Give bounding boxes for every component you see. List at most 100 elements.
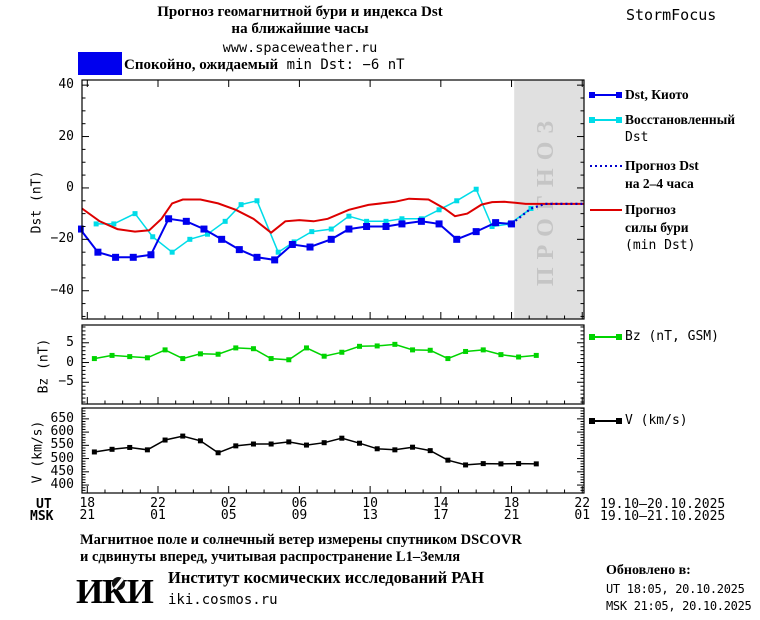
title-block: Прогноз геомагнитной бури и индекса Dst …	[40, 4, 560, 56]
msk-tick-label: 01	[574, 508, 591, 523]
data-point	[364, 218, 370, 224]
data-point	[321, 353, 327, 359]
data-point	[398, 220, 406, 228]
data-point	[357, 440, 363, 446]
date-range-msk: 19.10–21.10.2025	[600, 509, 726, 524]
ut-tick-label: 02	[220, 496, 237, 511]
ut-tick-label: 10	[362, 496, 378, 511]
legend-label: V (km/s)	[625, 413, 688, 428]
data-point	[392, 447, 398, 453]
ut-row-label: UT	[36, 497, 52, 512]
data-point	[109, 446, 115, 452]
data-point	[286, 439, 292, 445]
data-point	[94, 248, 102, 256]
data-point	[250, 441, 256, 447]
data-point	[436, 207, 442, 213]
series-0	[94, 343, 537, 361]
chart-panel-1	[81, 324, 585, 405]
data-point	[321, 440, 327, 446]
legend-label: Dst, Киото	[625, 87, 689, 102]
data-point	[78, 225, 84, 233]
updated-label: Обновлено в:	[606, 563, 691, 578]
data-point	[533, 352, 539, 358]
msk-tick-label: 01	[150, 508, 166, 523]
data-point	[374, 446, 380, 452]
data-point	[339, 349, 345, 355]
data-point	[182, 217, 190, 225]
forecast-band	[514, 80, 584, 319]
data-point	[498, 352, 504, 358]
data-point	[383, 218, 389, 224]
data-point	[480, 461, 486, 467]
legend-label: Восстановленный	[625, 112, 736, 127]
data-point	[480, 347, 486, 353]
note-line2: и сдвинуты вперед, учитывая распростране…	[80, 549, 461, 565]
data-point	[492, 219, 500, 227]
data-point	[250, 346, 256, 352]
legend-label: силы бури	[625, 220, 689, 235]
data-point	[303, 442, 309, 448]
y-tick-label: 650	[50, 410, 74, 426]
data-point	[463, 348, 469, 354]
axes-frame	[81, 324, 585, 405]
axes-frame	[81, 407, 585, 494]
data-point	[271, 256, 279, 264]
axes-frame	[81, 79, 585, 320]
data-point	[129, 253, 137, 261]
data-point	[238, 202, 244, 208]
data-point	[147, 251, 155, 259]
data-point	[288, 240, 296, 248]
ut-tick-label: 14	[432, 496, 449, 511]
y-tick-label: 0	[66, 179, 74, 195]
data-point	[218, 235, 226, 243]
forecast-band-label: ПРОГНОЗ	[533, 113, 559, 286]
legend-label: Dst	[625, 130, 649, 145]
data-point	[382, 222, 390, 230]
data-point	[498, 461, 504, 467]
legend-item: Прогноз Dst на 2–4 часа	[589, 157, 699, 193]
note-line1: Магнитное поле и солнечный ветер измерен…	[80, 532, 522, 548]
data-point	[286, 357, 292, 363]
ut-tick-label: 22	[574, 496, 591, 511]
storm-status-text: Спокойно, ожидаемый min Dst: −6 nT	[124, 56, 405, 74]
y-tick-label: 5	[66, 334, 74, 350]
data-point	[268, 441, 274, 447]
ut-tick-label: 22	[150, 496, 166, 511]
data-point	[309, 229, 315, 235]
data-point	[111, 221, 117, 227]
ut-tick-label: 18	[79, 496, 96, 511]
data-point	[197, 351, 203, 357]
legend-marker	[589, 92, 622, 98]
msk-tick-label: 21	[79, 508, 96, 523]
spaceweather-link[interactable]: www.spaceweather.ru	[222, 40, 378, 56]
msk-tick-label: 05	[220, 508, 237, 523]
data-point	[132, 211, 138, 217]
chart-panel-2	[81, 407, 585, 494]
msk-tick-label: 21	[503, 508, 520, 523]
data-point	[127, 444, 133, 450]
ut-tick-label: 18	[503, 496, 520, 511]
msk-tick-label: 17	[432, 508, 449, 523]
legend-marker	[589, 418, 622, 424]
data-point	[187, 236, 193, 242]
data-point	[328, 226, 334, 232]
y-tick-label: −40	[50, 282, 74, 298]
data-point	[473, 186, 479, 192]
updated-ut: UT 18:05, 20.10.2025	[606, 582, 745, 596]
data-point	[200, 225, 208, 233]
data-point	[392, 341, 398, 347]
data-point	[144, 355, 150, 361]
data-point	[410, 347, 416, 353]
iki-site-link[interactable]: iki.cosmos.ru	[168, 592, 278, 608]
legend-label: на 2–4 часа	[625, 176, 694, 191]
data-point	[215, 351, 221, 357]
updated-msk: MSK 21:05, 20.10.2025	[606, 599, 752, 613]
data-point	[445, 356, 451, 362]
data-point	[91, 356, 97, 362]
institute-name: Институт космических исследований РАН	[168, 568, 485, 587]
data-point	[91, 449, 97, 455]
iki-logo: ИКИ	[76, 574, 154, 610]
legend-marker	[590, 209, 622, 211]
data-point	[306, 243, 314, 251]
